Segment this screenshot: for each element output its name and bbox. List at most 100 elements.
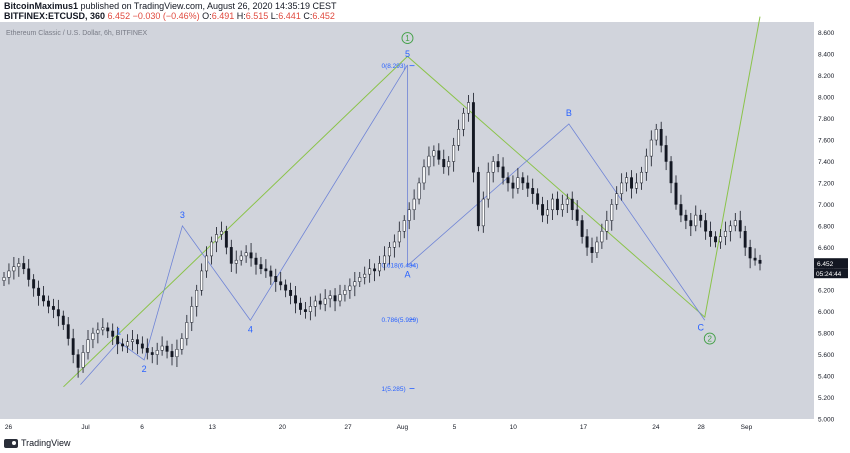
candle-body xyxy=(328,295,332,300)
candle-body xyxy=(496,161,500,168)
y-tick-label: 5.800 xyxy=(818,331,835,338)
tradingview-brand: TradingView xyxy=(21,438,71,448)
author-name[interactable]: BitcoinMaximus1 xyxy=(4,1,79,11)
y-tick-label: 8.000 xyxy=(818,95,835,102)
candle-body xyxy=(145,347,149,353)
wave-label-5: 5 xyxy=(405,49,410,59)
open-label: O: xyxy=(202,11,212,21)
candle-body xyxy=(521,177,525,184)
chart-plot-area[interactable] xyxy=(0,22,814,419)
candle-body xyxy=(630,177,633,189)
candle-body xyxy=(224,230,228,248)
candle-body xyxy=(605,220,609,232)
candle-body xyxy=(313,300,317,307)
x-tick-label: 24 xyxy=(652,424,660,431)
candle-body xyxy=(37,287,41,296)
candle-body xyxy=(244,252,248,257)
candle-body xyxy=(47,300,50,307)
y-tick-label: 8.600 xyxy=(818,30,835,37)
wave-label-3: 3 xyxy=(180,210,185,220)
candle-body xyxy=(659,129,663,146)
candle-body xyxy=(76,354,80,368)
candle-body xyxy=(7,270,11,278)
candle-body xyxy=(338,294,342,302)
candle-body xyxy=(289,289,293,296)
y-tick-label: 8.400 xyxy=(818,52,835,59)
major-wave-label-1: 1 xyxy=(405,34,410,43)
candle-body xyxy=(234,259,238,264)
fib-level-label: 0.786(5.929) xyxy=(381,317,418,324)
candle-body xyxy=(373,268,377,272)
candle-body xyxy=(412,198,416,211)
fib-level-label: 1(5.285) xyxy=(381,386,405,393)
candle-body xyxy=(32,279,36,289)
candle-body xyxy=(748,247,752,259)
close-label: C: xyxy=(303,11,313,21)
open-value: 6.491 xyxy=(211,11,235,21)
countdown-tag-text: 05:24:44 xyxy=(816,271,842,278)
y-tick-label: 7.400 xyxy=(818,159,835,166)
candle-body xyxy=(215,234,218,243)
candle-body xyxy=(536,193,540,205)
candle-body xyxy=(709,230,713,237)
price-axis[interactable] xyxy=(814,22,850,419)
wave-label-4: 4 xyxy=(248,324,253,334)
candle-body xyxy=(387,247,391,257)
x-tick-label: 27 xyxy=(344,424,352,431)
candle-body xyxy=(358,277,362,282)
candle-body xyxy=(486,171,490,200)
candle-body xyxy=(397,230,401,243)
wave-label-1: 1 xyxy=(116,327,121,337)
fib-level-label: 0.618(6.434) xyxy=(381,263,418,270)
candle-body xyxy=(610,204,614,221)
candle-body xyxy=(541,204,545,216)
candle-body xyxy=(679,204,683,216)
candle-body xyxy=(689,220,693,227)
countdown-tag xyxy=(814,268,848,279)
candle-body xyxy=(555,198,559,211)
y-tick-label: 7.000 xyxy=(818,202,835,209)
candle-body xyxy=(511,182,515,189)
candle-body xyxy=(585,236,589,248)
candle-body xyxy=(378,263,381,272)
published-text: published on TradingView.com, August 26,… xyxy=(80,1,337,11)
candle-body xyxy=(318,300,322,305)
candle-body xyxy=(353,281,357,287)
tradingview-logo[interactable]: TradingView xyxy=(4,438,71,448)
candle-body xyxy=(61,315,65,325)
x-tick-label: 28 xyxy=(698,424,706,431)
candle-body xyxy=(254,257,258,265)
candle-body xyxy=(185,322,189,339)
last-price-tag-text: 6.452 xyxy=(817,261,834,268)
high-value: 6.515 xyxy=(245,11,269,21)
y-tick-label: 6.600 xyxy=(818,245,835,252)
candle-body xyxy=(526,182,530,189)
candle-body xyxy=(116,336,120,345)
symbol-line: BITFINEX:ETCUSD, 360 6.452 −0.030 (−0.46… xyxy=(4,11,335,21)
chart-title: Ethereum Classic / U.S. Dollar, 6h, BITF… xyxy=(6,30,148,37)
candle-body xyxy=(635,182,638,189)
x-tick-label: 6 xyxy=(140,424,144,431)
wave-label-2: 2 xyxy=(142,364,147,374)
low-label: L: xyxy=(270,11,279,21)
candle-body xyxy=(140,343,144,349)
candle-body xyxy=(704,220,708,232)
candle-body xyxy=(175,349,179,358)
candle-body xyxy=(323,298,327,305)
candle-body xyxy=(753,257,757,261)
candle-body xyxy=(481,198,485,227)
candle-body xyxy=(195,289,199,307)
candle-body xyxy=(570,198,574,211)
candle-body xyxy=(160,345,164,351)
candle-body xyxy=(200,270,204,291)
symbol-name: BITFINEX:ETCUSD, 360 xyxy=(4,11,106,21)
candle-body xyxy=(27,268,31,280)
candle-body xyxy=(738,220,742,232)
y-tick-label: 5.600 xyxy=(818,352,835,359)
y-tick-label: 6.000 xyxy=(818,309,835,316)
time-axis[interactable] xyxy=(0,419,814,434)
candle-body xyxy=(669,161,673,184)
candle-body xyxy=(402,220,406,232)
candle-body xyxy=(66,324,70,339)
